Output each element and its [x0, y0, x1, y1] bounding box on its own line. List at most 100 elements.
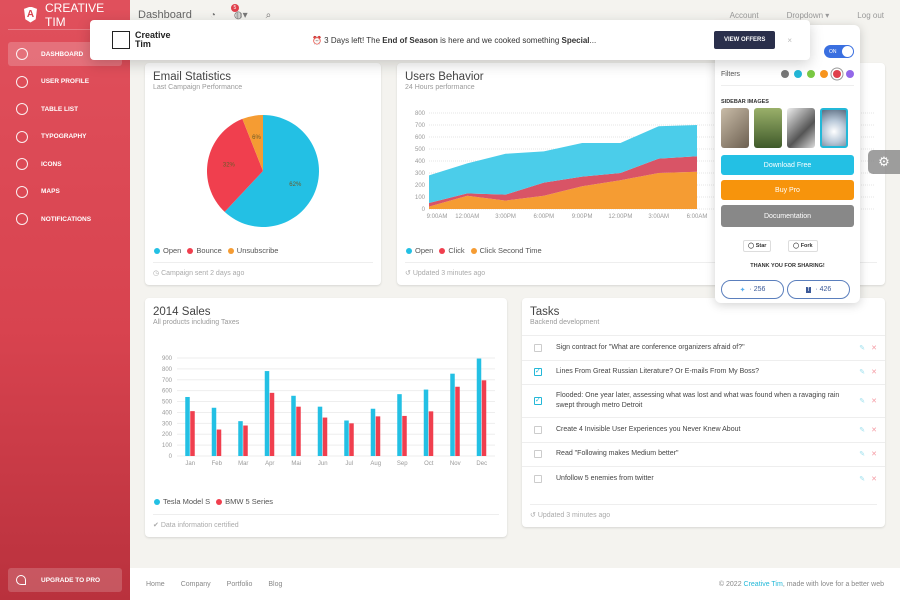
filter-color-swatch[interactable]	[807, 70, 815, 78]
x-tick-label: 9:00AM	[427, 214, 448, 220]
sidebar-item-notifications[interactable]: NOTIFICATIONS	[8, 207, 122, 231]
dashboard-gauge-icon[interactable]: ◔	[209, 9, 216, 21]
footer-text: Updated 3 minutes ago	[412, 270, 486, 277]
edit-icon[interactable]: ✎	[859, 369, 866, 377]
x-tick-label: Aug	[370, 461, 381, 467]
sidebar-mini-toggle[interactable]: ON	[824, 45, 854, 58]
legend-label: Open	[163, 246, 182, 255]
dropdown-menu[interactable]: Dropdown ▾	[786, 10, 830, 20]
card-subtitle: Last Campaign Performance	[153, 84, 243, 91]
download-free-button[interactable]: Download Free	[721, 155, 854, 175]
creative-tim-link[interactable]: Creative Tim	[743, 580, 783, 588]
bar-bmw-5-series	[402, 415, 407, 456]
bar-tesla-model-s	[397, 394, 402, 456]
footer-link-portfolio[interactable]: Portfolio	[226, 580, 253, 588]
view-offers-button[interactable]: VIEW OFFERS	[713, 31, 776, 49]
remove-icon[interactable]: ✕	[871, 451, 877, 459]
msg-bold: Special	[561, 35, 590, 45]
legend-item: Open	[406, 246, 433, 255]
footer-link-company[interactable]: Company	[180, 580, 211, 588]
notifications-globe-icon[interactable]: 5 ◍▾	[230, 3, 248, 21]
logo-text-1: Creative	[135, 30, 171, 40]
task-row: ✓ Flooded: One year later, assessing what…	[522, 384, 885, 417]
footer-link-blog[interactable]: Blog	[268, 580, 283, 588]
brand-name: CREATIVE TIM	[45, 0, 105, 29]
filter-color-swatch[interactable]	[794, 70, 802, 78]
x-tick-label: Dec	[476, 461, 487, 467]
settings-gear-button[interactable]: ⚙	[868, 150, 900, 174]
copy-text: , made with love for a better web	[782, 580, 884, 588]
sidebar-item-icons[interactable]: ICONS	[8, 152, 122, 176]
remove-icon[interactable]: ✕	[871, 344, 877, 352]
task-checkbox[interactable]	[534, 474, 542, 483]
documentation-button[interactable]: Documentation	[721, 205, 854, 227]
upgrade-to-pro-button[interactable]: UPGRADE TO PRO	[8, 568, 122, 592]
x-tick-label: 9:00PM	[572, 214, 593, 220]
filter-color-swatch[interactable]	[781, 70, 789, 78]
task-text: Read "Following makes Medium better"	[556, 450, 679, 458]
tasks-card: Tasks Backend development Sign contract …	[522, 298, 885, 527]
msg-bold: End of Season	[382, 35, 438, 45]
card-footer: ◷ Campaign sent 2 days ago	[153, 262, 373, 277]
edit-icon[interactable]: ✎	[859, 398, 866, 405]
paper-icon	[16, 130, 28, 143]
logout-link[interactable]: Log out	[857, 10, 884, 20]
sidebar-item-table-list[interactable]: TABLE LIST	[8, 97, 122, 121]
filter-color-swatch[interactable]	[833, 70, 841, 78]
filter-color-swatch[interactable]	[820, 70, 828, 78]
filters-row: Filters	[721, 70, 854, 86]
brand-logo[interactable]: A CREATIVE TIM	[8, 0, 122, 30]
sidebar-item-user-profile[interactable]: USER PROFILE	[8, 70, 122, 94]
edit-icon[interactable]: ✎	[859, 475, 866, 483]
github-star-button[interactable]: ◯ Star	[743, 240, 772, 252]
close-banner-button[interactable]: ×	[787, 35, 792, 45]
remove-icon[interactable]: ✕	[871, 398, 877, 405]
github-fork-button[interactable]: ◯ Fork	[788, 240, 818, 252]
legend-item: Click Second Time	[470, 246, 542, 255]
sidebar-image-1[interactable]	[721, 108, 749, 148]
task-text: Flooded: One year later, assessing what …	[556, 392, 840, 409]
sidebar-item-label: DASHBOARD	[41, 50, 84, 58]
y-tick-label: 0	[169, 454, 173, 460]
x-tick-label: Apr	[265, 461, 274, 467]
y-tick-label: 300	[415, 171, 426, 177]
search-icon[interactable]: ⌕	[265, 9, 272, 21]
task-checkbox[interactable]: ✓	[534, 397, 542, 405]
y-tick-label: 800	[415, 111, 426, 117]
banner-message: ⏰ 3 Days left! The End of Season is here…	[312, 36, 714, 45]
remove-icon[interactable]: ✕	[871, 369, 877, 377]
task-checkbox[interactable]	[534, 450, 542, 459]
bar-bmw-5-series	[243, 425, 248, 456]
account-link[interactable]: Account	[729, 10, 759, 20]
filter-color-swatch[interactable]	[846, 70, 854, 78]
rocket-icon	[16, 575, 26, 585]
x-tick-label: Feb	[212, 461, 223, 467]
sidebar-item-label: USER PROFILE	[41, 78, 90, 85]
footer-link-home[interactable]: Home	[146, 580, 165, 588]
task-checkbox[interactable]	[534, 425, 542, 434]
remove-icon[interactable]: ✕	[871, 426, 877, 434]
edit-icon[interactable]: ✎	[859, 344, 866, 352]
buy-pro-button[interactable]: Buy Pro	[721, 180, 854, 200]
edit-icon[interactable]: ✎	[859, 451, 866, 459]
pie-label: 32%	[223, 162, 236, 168]
twitter-share-button[interactable]: ✦ · 256	[721, 280, 784, 299]
sidebar-image-2[interactable]	[754, 108, 782, 148]
x-tick-label: Jun	[318, 461, 328, 467]
bar-chart: 0 100 200 300 400 500 600 700 800 900 Jan Feb Mar Apr…	[162, 356, 495, 467]
footer-text: Updated 3 minutes ago	[537, 512, 611, 519]
twitter-count: · 256	[749, 286, 766, 293]
remove-icon[interactable]: ✕	[871, 475, 877, 483]
sidebar-item-typography[interactable]: TYPOGRAPHY	[8, 125, 122, 149]
facebook-share-button[interactable]: f · 426	[787, 280, 850, 299]
y-tick-label: 100	[162, 443, 173, 449]
legend-dot	[154, 248, 160, 255]
y-tick-label: 400	[415, 159, 426, 165]
sidebar-item-maps[interactable]: MAPS	[8, 180, 122, 204]
sidebar-image-3[interactable]	[787, 108, 815, 148]
task-checkbox[interactable]	[534, 343, 542, 352]
edit-icon[interactable]: ✎	[859, 426, 866, 434]
sidebar-image-4[interactable]	[820, 108, 848, 148]
task-checkbox[interactable]: ✓	[534, 368, 542, 377]
legend-item: Open	[154, 246, 181, 255]
